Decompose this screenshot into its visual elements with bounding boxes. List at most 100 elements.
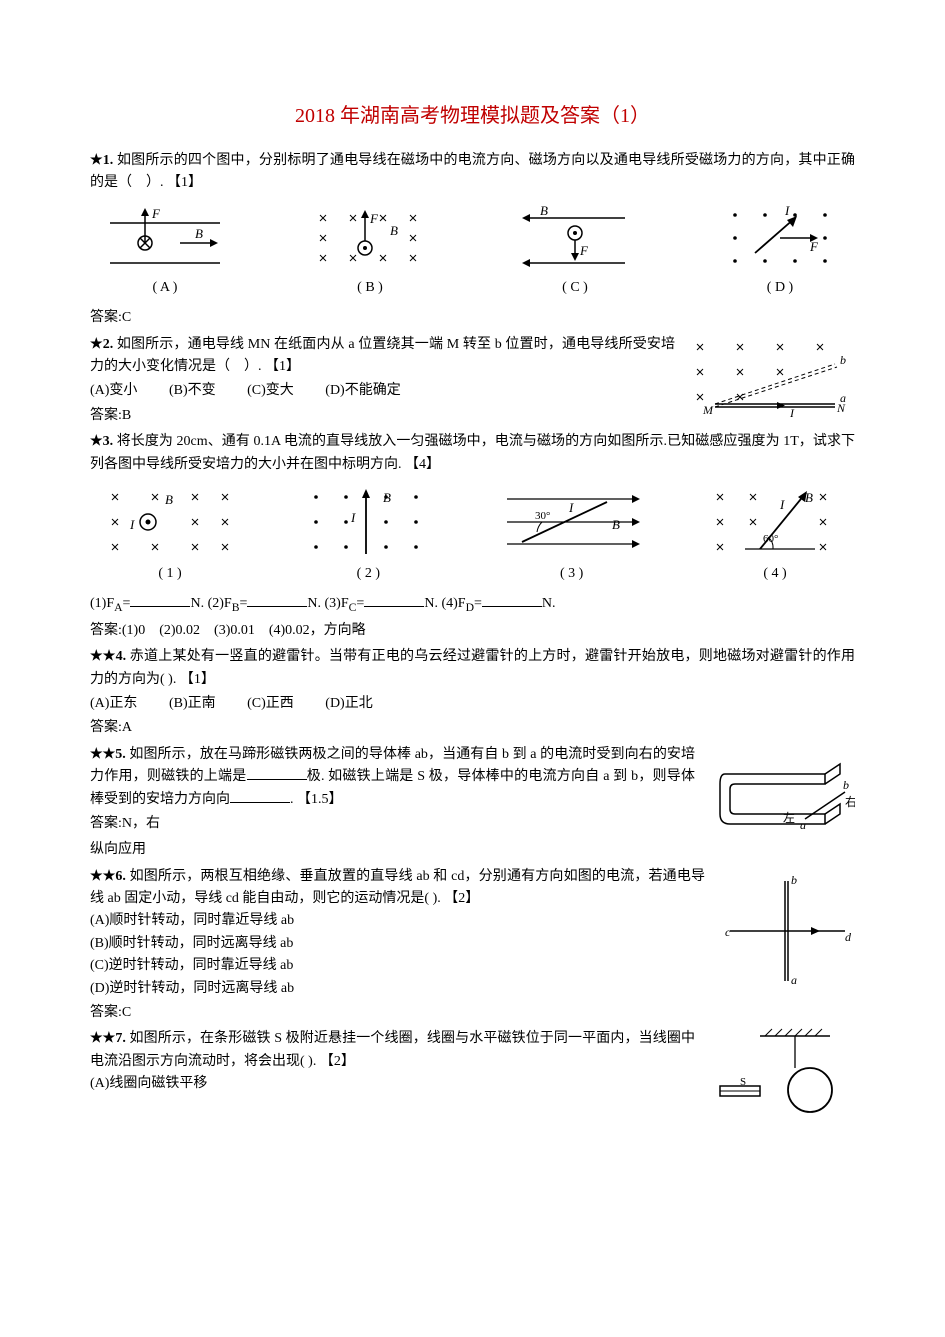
svg-text:B: B <box>805 490 813 505</box>
q1-panel-a: F B ( A ) <box>100 203 230 299</box>
q6-body: 如图所示，两根互相绝缘、垂直放置的直导线 ab 和 cd，分别通有方向如图的电流… <box>90 869 705 906</box>
q4-answer: 答案:A <box>90 717 855 739</box>
svg-text:I: I <box>129 517 135 532</box>
q-number: 3. <box>103 434 114 449</box>
svg-text:a: a <box>791 973 797 987</box>
svg-text:30°: 30° <box>535 510 550 522</box>
q3-fill-blanks: (1)FA=N. (2)FB=N. (3)FC=N. (4)FD=N. <box>90 593 855 617</box>
q1-label-b: ( B ) <box>305 277 435 299</box>
q3-label-1: ( 1 ) <box>100 563 240 585</box>
q2-body: 如图所示，通电导线 MN 在纸面内从 a 位置绕其一端 M 转至 b 位置时，通… <box>90 337 675 374</box>
q4-tag: 【1】 <box>180 672 215 687</box>
q2-opt-d: (D)不能确定 <box>325 380 400 402</box>
svg-text:I: I <box>568 500 574 515</box>
q2-diagram-icon: M I N a b <box>685 334 855 419</box>
unit2: N. <box>307 596 321 611</box>
unit4: N. <box>542 596 556 611</box>
answer-label: 答案: <box>90 623 122 638</box>
svg-text:B: B <box>612 517 620 532</box>
q1-label-c: ( C ) <box>510 277 640 299</box>
q7-tag: 【2】 <box>320 1054 355 1069</box>
q-number: 4. <box>116 649 127 664</box>
q3-label-3: ( 3 ) <box>497 563 647 585</box>
answer-value: B <box>122 408 131 423</box>
svg-text:S: S <box>740 1076 746 1088</box>
q4-opt-a: (A)正东 <box>90 693 137 715</box>
svg-text:B: B <box>165 492 173 507</box>
q6-tag: 【2】 <box>444 891 479 906</box>
svg-text:B: B <box>383 490 391 505</box>
q1-diagrams: F B ( A ) <box>90 203 855 299</box>
star-icon: ★★ <box>90 747 115 762</box>
f1-sub: A <box>114 601 122 614</box>
svg-text:I: I <box>784 203 790 218</box>
blank-1 <box>130 593 190 607</box>
svg-text:d: d <box>845 930 852 944</box>
question-5: b a 右 左 ★★5. 如图所示，放在马蹄形磁铁两极之间的导体棒 ab，当通有… <box>90 744 855 862</box>
answer-label: 答案: <box>90 408 122 423</box>
answer-value: A <box>122 720 132 735</box>
f4-sub: D <box>466 601 474 614</box>
answer-value: C <box>122 1005 131 1020</box>
q2-opt-a: (A)变小 <box>90 380 137 402</box>
svg-text:F: F <box>579 243 589 258</box>
svg-text:M: M <box>702 403 714 417</box>
svg-text:B: B <box>195 226 203 241</box>
question-2: M I N a b ★2. 如图所示，通电导线 MN 在纸面内从 a 位置绕其一… <box>90 334 855 428</box>
q3-diagrams: B I ( 1 ) I B ( 2 ) <box>90 484 855 585</box>
svg-text:c: c <box>725 925 731 939</box>
q1-panel-d: I F ( D ) <box>715 203 845 299</box>
q1-answer: 答案:C <box>90 307 855 329</box>
q1-panel-c: B F ( C ) <box>510 203 640 299</box>
svg-text:b: b <box>791 873 797 887</box>
answer-value: (1)0 (2)0.02 (3)0.01 (4)0.02，方向略 <box>122 623 366 638</box>
question-3-text: ★3. 将长度为 20cm、通有 0.1A 电流的直导线放入一匀强磁场中，电流与… <box>90 431 855 476</box>
q-number: 1. <box>103 153 114 168</box>
q4-opt-c: (C)正西 <box>247 693 294 715</box>
q3-diagram-1-icon: B I <box>100 484 240 559</box>
svg-text:a: a <box>800 818 806 832</box>
q3-panel-4: I B 60° ( 4 ) <box>705 484 845 585</box>
svg-text:I: I <box>350 510 356 525</box>
svg-text:左: 左 <box>783 810 795 825</box>
q3-tag: 【4】 <box>405 457 440 472</box>
q2-tag: 【1】 <box>265 359 300 374</box>
q-number: 6. <box>115 869 126 884</box>
q3-diagram-3-icon: I B 30° <box>497 484 647 559</box>
answer-label: 答案: <box>90 310 122 325</box>
unit3: N. <box>424 596 438 611</box>
q7-body: 如图所示，在条形磁铁 S 极附近悬挂一个线圈，线圈与水平磁铁位于同一平面内，当线… <box>90 1031 695 1068</box>
star-icon: ★★ <box>90 869 115 884</box>
answer-value: N，右 <box>122 816 160 831</box>
star-icon: ★★ <box>90 649 116 664</box>
svg-text:F: F <box>369 211 379 226</box>
blank-5b <box>230 789 290 803</box>
q2-opt-c: (C)变大 <box>247 380 294 402</box>
question-4-text: ★★4. 赤道上某处有一竖直的避雷针。当带有正电的乌云经过避雷针的上方时，避雷针… <box>90 646 855 691</box>
f1-pre: (1)F <box>90 596 114 611</box>
svg-text:B: B <box>390 223 398 238</box>
answer-label: 答案: <box>90 816 122 831</box>
svg-text:右: 右 <box>845 794 855 809</box>
f3-pre: (3)F <box>325 596 349 611</box>
svg-text:a: a <box>840 391 846 405</box>
blank-5a <box>247 766 307 780</box>
question-1-text: ★1. 如图所示的四个图中，分别标明了通电导线在磁场中的电流方向、磁场方向以及通… <box>90 150 855 195</box>
page-title: 2018 年湖南高考物理模拟题及答案（1） <box>90 100 855 132</box>
q3-label-4: ( 4 ) <box>705 563 845 585</box>
q3-panel-3: I B 30° ( 3 ) <box>497 484 647 585</box>
q-number: 5. <box>115 747 126 762</box>
q-number: 2. <box>103 337 114 352</box>
q4-opt-b: (B)正南 <box>169 693 216 715</box>
f2-eq: = <box>239 596 247 611</box>
answer-value: C <box>122 310 131 325</box>
svg-text:F: F <box>151 206 161 221</box>
answer-label: 答案: <box>90 1005 122 1020</box>
blank-2 <box>247 593 307 607</box>
q1-label-d: ( D ) <box>715 277 845 299</box>
svg-text:I: I <box>789 406 795 419</box>
q3-panel-1: B I ( 1 ) <box>100 484 240 585</box>
question-6: b a c d ★★6. 如图所示，两根互相绝缘、垂直放置的直导线 ab 和 c… <box>90 866 855 1025</box>
question-7: S ★★7. 如图所示，在条形磁铁 S 极附近悬挂一个线圈，线圈与水平磁铁位于同… <box>90 1028 855 1118</box>
q3-answer: 答案:(1)0 (2)0.02 (3)0.01 (4)0.02，方向略 <box>90 620 855 642</box>
